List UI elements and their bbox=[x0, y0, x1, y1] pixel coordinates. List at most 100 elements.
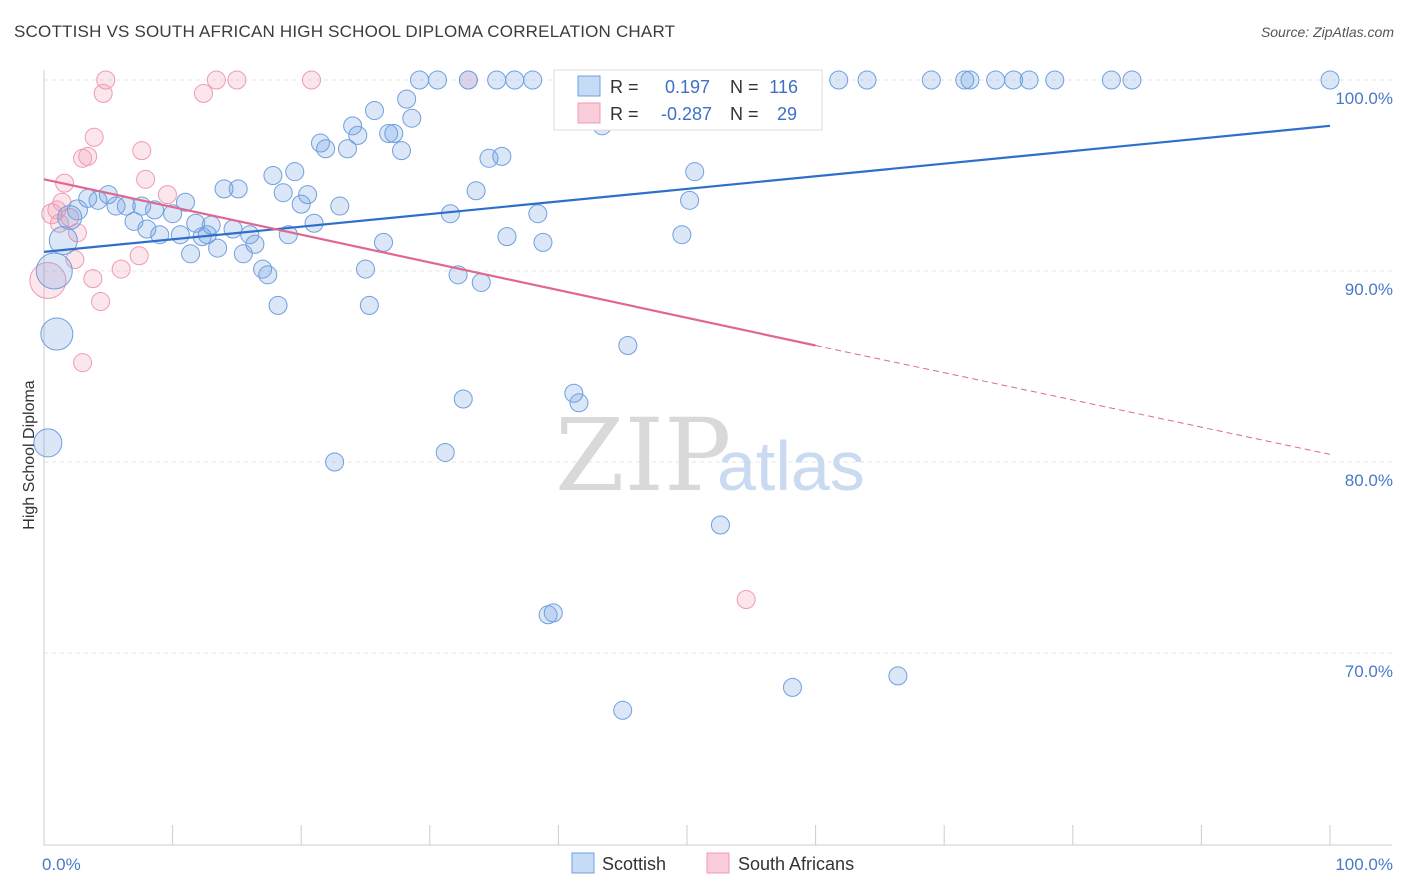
scottish-point-57 bbox=[410, 70, 430, 90]
scottish-point-47 bbox=[348, 125, 368, 145]
x-tick-label-0: 0.0% bbox=[42, 855, 81, 874]
series-south-africans-points bbox=[29, 70, 756, 610]
scottish-point-19 bbox=[181, 244, 201, 264]
scottish-point-30 bbox=[245, 234, 265, 254]
scottish-point-44 bbox=[330, 196, 350, 216]
scottish-point-26 bbox=[223, 219, 243, 239]
scottish-point-31 bbox=[253, 259, 273, 279]
scottish-point-14 bbox=[145, 200, 165, 220]
y-axis-label: High School Diploma bbox=[21, 380, 38, 530]
scottish-point-40 bbox=[304, 213, 324, 233]
x-tick-labels: 0.0% 100.0% bbox=[42, 855, 1393, 874]
scottish-point-72 bbox=[528, 204, 548, 224]
scottish-point-54 bbox=[392, 141, 412, 161]
source-label: Source: ZipAtlas.com bbox=[1260, 24, 1394, 40]
scottish-point-73 bbox=[533, 232, 553, 252]
legend-n-value-2: 29 bbox=[777, 104, 797, 124]
south-africans-point-17 bbox=[111, 259, 131, 279]
south-africans-point-25 bbox=[301, 70, 321, 90]
scottish-point-49 bbox=[359, 295, 379, 315]
south-africans-point-7 bbox=[65, 250, 85, 270]
scottish-point-32 bbox=[258, 265, 278, 285]
scottish-point-110 bbox=[1320, 70, 1340, 90]
scottish-point-75 bbox=[543, 603, 563, 623]
scottish-point-35 bbox=[273, 183, 293, 203]
south-africans-point-19 bbox=[132, 141, 152, 161]
south-africans-point-0 bbox=[29, 262, 67, 300]
scottish-point-62 bbox=[453, 389, 473, 409]
axes bbox=[43, 70, 1392, 846]
scottish-point-51 bbox=[374, 232, 394, 252]
watermark-atlas: atlas bbox=[717, 427, 865, 505]
scottish-point-101 bbox=[921, 70, 941, 90]
scottish-point-48 bbox=[356, 259, 375, 279]
scottish-point-77 bbox=[564, 383, 584, 403]
scottish-point-102 bbox=[955, 70, 975, 90]
y-tick-label-3: 70.0% bbox=[1345, 662, 1393, 681]
grid bbox=[44, 79, 1392, 654]
legend-r-value-1: 0.197 bbox=[665, 77, 710, 97]
south-africans-point-14 bbox=[91, 292, 111, 312]
scottish-point-100 bbox=[888, 666, 908, 686]
scottish-point-41 bbox=[310, 133, 330, 153]
scottish-point-89 bbox=[685, 162, 705, 182]
scottish-point-58 bbox=[428, 70, 448, 90]
south-africans-point-13 bbox=[84, 127, 104, 147]
scottish-point-71 bbox=[523, 70, 543, 90]
legend-r-value-2: -0.287 bbox=[661, 104, 712, 124]
scottish-point-27 bbox=[228, 179, 248, 199]
scottish-point-3 bbox=[48, 225, 78, 255]
scottish-point-17 bbox=[170, 225, 190, 245]
legend-swatch-south-africans bbox=[577, 102, 601, 124]
y-tick-label-2: 80.0% bbox=[1345, 471, 1393, 490]
legend-r-label-2: R = bbox=[610, 104, 639, 124]
scottish-point-13 bbox=[137, 219, 157, 239]
scottish-point-0 bbox=[33, 428, 63, 458]
legend-n-label-2: N = bbox=[730, 104, 759, 124]
scottish-point-69 bbox=[497, 227, 517, 247]
scottish-point-5 bbox=[66, 199, 88, 221]
scottish-point-24 bbox=[208, 238, 228, 258]
south-africans-point-18 bbox=[129, 246, 149, 266]
south-africans-point-12 bbox=[83, 269, 103, 289]
scottish-point-96 bbox=[782, 677, 802, 697]
scottish-point-39 bbox=[298, 185, 318, 205]
south-africans-point-20 bbox=[136, 169, 156, 189]
legend-r-label-1: R = bbox=[610, 77, 639, 97]
scottish-point-108 bbox=[1101, 70, 1121, 90]
south-africans-point-28 bbox=[736, 590, 756, 610]
bottom-legend-label-south-africans: South Africans bbox=[738, 854, 854, 874]
scottish-point-37 bbox=[285, 162, 305, 182]
legend-n-label-1: N = bbox=[730, 77, 759, 97]
scottish-point-56 bbox=[402, 108, 422, 128]
scottish-point-82 bbox=[613, 700, 633, 720]
scottish-point-105 bbox=[1004, 70, 1024, 90]
legend-swatch-scottish bbox=[577, 75, 601, 97]
bottom-legend: Scottish South Africans bbox=[571, 852, 854, 874]
trend-lines bbox=[43, 124, 1331, 455]
scottish-point-46 bbox=[343, 116, 363, 136]
scottish-point-59 bbox=[435, 442, 455, 462]
scottish-point-65 bbox=[471, 272, 491, 292]
scottish-point-98 bbox=[829, 70, 849, 90]
south-africans-trend-line bbox=[43, 178, 816, 347]
south-africans-point-23 bbox=[206, 70, 226, 90]
south-africans-point-6 bbox=[60, 208, 80, 228]
scottish-point-67 bbox=[487, 70, 507, 90]
south-africans-trend-line-extrapolated bbox=[815, 345, 1331, 455]
scottish-point-106 bbox=[1019, 70, 1039, 90]
scottish-point-64 bbox=[466, 181, 486, 201]
scottish-point-107 bbox=[1045, 70, 1065, 90]
south-africans-point-10 bbox=[73, 353, 93, 373]
scottish-point-50 bbox=[365, 101, 385, 121]
bottom-legend-label-scottish: Scottish bbox=[602, 854, 666, 874]
scottish-point-16 bbox=[163, 204, 183, 224]
south-africans-point-24 bbox=[227, 70, 247, 90]
legend: R = 0.197 N = 116 R = -0.287 N = 29 bbox=[553, 69, 823, 131]
scottish-point-70 bbox=[505, 70, 525, 90]
scottish-point-33 bbox=[263, 166, 283, 185]
legend-n-value-1: 116 bbox=[769, 77, 798, 97]
chart-title: SCOTTISH VS SOUTH AFRICAN HIGH SCHOOL DI… bbox=[14, 22, 676, 41]
south-africans-point-22 bbox=[193, 83, 213, 103]
